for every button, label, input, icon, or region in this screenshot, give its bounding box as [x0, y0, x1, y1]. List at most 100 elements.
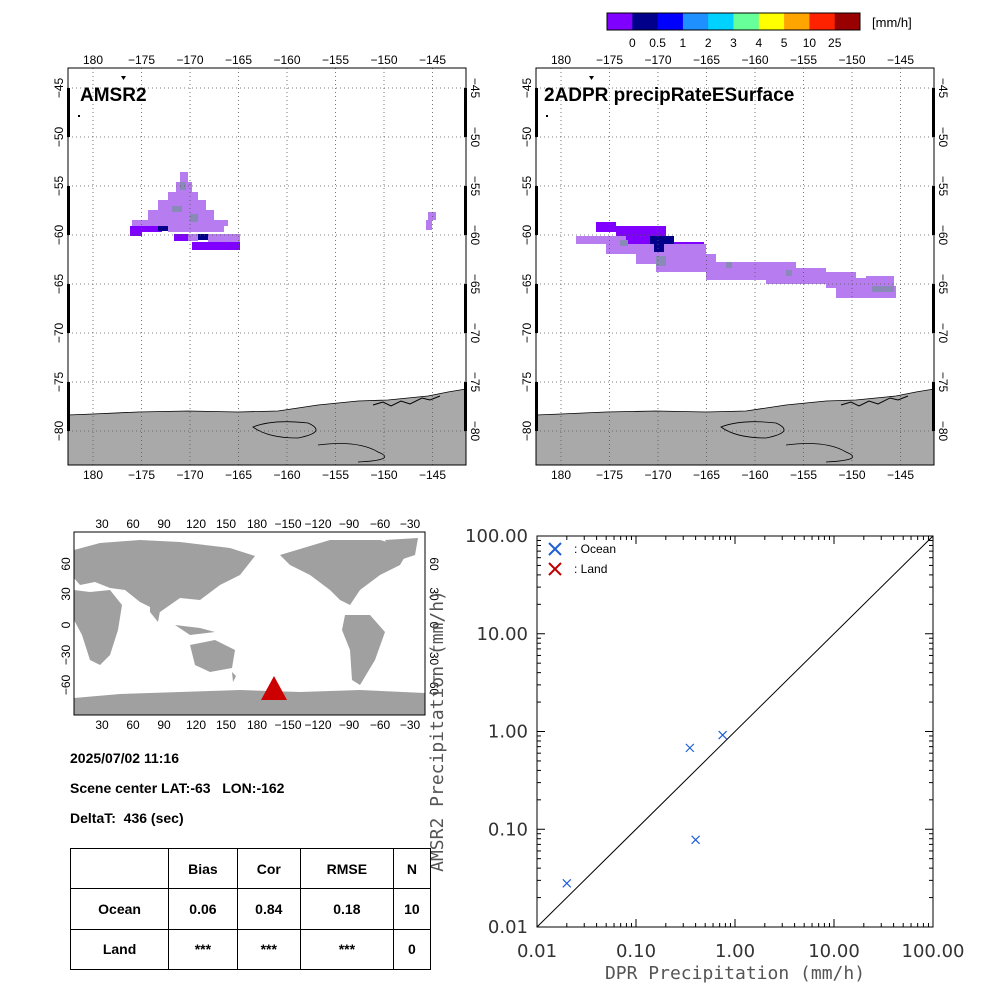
- right-lat-tick-label: −50: [936, 127, 950, 148]
- frame-tick-bar: [67, 284, 70, 333]
- scatter-x-axis-label: DPR Precipitation (mm/h): [605, 963, 865, 984]
- bottom-lon-tick-label: −145: [887, 468, 914, 482]
- table-cell: 0: [392, 928, 432, 971]
- right-lat-tick-label: −75: [936, 372, 950, 393]
- world-top-tick-label: 30: [95, 517, 109, 531]
- right-lat-tick-label: −65: [936, 274, 950, 295]
- precip-cell: [190, 214, 198, 222]
- antarctica-land: [536, 388, 934, 465]
- frame-tick-bar: [67, 88, 70, 137]
- colorbar-tick-label: 1: [680, 36, 687, 50]
- bottom-lon-tick-label: −175: [596, 468, 623, 482]
- precip-cell: [168, 226, 208, 232]
- left-lat-tick-label: −75: [520, 371, 534, 392]
- precip-cell: [192, 242, 240, 250]
- amsr2-map-panel: AMSR2 180 −175 −170 −165 −160 −155 −150 −145 180…: [52, 53, 482, 482]
- x-tick-label: 10.00: [808, 941, 860, 962]
- world-right-lat-label: 30: [427, 587, 441, 601]
- world-right-lat-label: 0: [427, 622, 441, 629]
- precip-cell: [172, 206, 182, 212]
- bottom-lon-tick-label: −165: [693, 468, 720, 482]
- scatter-y-axis-label: AMSR2 Precipitation (mm/h): [427, 590, 448, 872]
- scatter-point-ocean: [562, 878, 572, 888]
- right-lat-tick-label: −65: [468, 274, 482, 295]
- precip-cell: [726, 262, 732, 268]
- precip-cell: [158, 226, 168, 231]
- colorbar-swatch: [682, 13, 709, 30]
- precip-cell: [576, 236, 626, 244]
- left-lat-tick-label: −55: [52, 175, 66, 196]
- right-lat-tick-label: −55: [468, 176, 482, 197]
- table-header-cell: [69, 847, 170, 890]
- world-bottom-tick-label: 120: [186, 718, 206, 732]
- top-lon-tick-label: −175: [128, 53, 155, 67]
- colorbar-swatch: [708, 13, 734, 30]
- colorbar-swatch: [733, 13, 760, 30]
- frame-tick-bar: [535, 88, 538, 137]
- bottom-lon-tick-label: −165: [225, 468, 252, 482]
- top-lon-tick-label: 180: [83, 53, 103, 67]
- right-lat-tick-label: −60: [936, 225, 950, 246]
- right-lat-tick-label: −55: [936, 176, 950, 197]
- world-bottom-tick-label: 30: [95, 718, 109, 732]
- left-lat-tick-label: −50: [520, 126, 534, 147]
- table-row-land: Land *** *** *** 0: [69, 928, 432, 971]
- frame-tick-bar: [932, 382, 935, 431]
- left-lat-tick-label: −80: [52, 420, 66, 441]
- scene-datetime: 2025/07/02 11:16: [70, 750, 179, 766]
- top-lon-tick-label: −160: [273, 53, 300, 67]
- left-lat-tick-label: −60: [52, 224, 66, 245]
- scene-center: Scene center LAT:-63 LON:-162: [70, 780, 285, 796]
- top-lon-tick-label: −150: [370, 53, 397, 67]
- frame-tick-bar: [535, 284, 538, 333]
- left-lat-tick-label: −65: [52, 273, 66, 294]
- precip-cell: [132, 220, 228, 226]
- world-bottom-tick-label: 60: [126, 718, 140, 732]
- precip-cell: [180, 172, 188, 182]
- world-landmass: [385, 538, 418, 560]
- bottom-lon-tick-label: −145: [419, 468, 446, 482]
- right-lat-tick-label: −70: [468, 323, 482, 344]
- y-tick-label: 1.00: [488, 722, 528, 743]
- frame-tick-bar: [464, 284, 467, 333]
- bottom-lon-tick-label: −150: [370, 468, 397, 482]
- left-lat-tick-label: −65: [520, 273, 534, 294]
- world-right-lat-label: −30: [427, 645, 441, 666]
- legend-marker-icon: [548, 562, 562, 576]
- world-top-tick-label: 90: [157, 517, 171, 531]
- legend-label: : Ocean: [574, 542, 616, 556]
- precip-cell: [188, 234, 198, 241]
- frame-tick-bar: [67, 382, 70, 431]
- x-tick-label: 1.00: [715, 941, 755, 962]
- table-cell: 0.18: [299, 888, 394, 930]
- world-top-tick-label: 180: [247, 517, 267, 531]
- precip-cell: [148, 210, 214, 220]
- x-tick-label: 100.00: [902, 941, 965, 962]
- colorbar-unit-label: [mm/h]: [872, 15, 912, 30]
- world-landmass: [74, 590, 122, 665]
- table-row-ocean: Ocean 0.06 0.84 0.18 10: [69, 888, 432, 930]
- precip-cell: [654, 244, 664, 252]
- world-top-tick-label: 120: [186, 517, 206, 531]
- frame-tick-bar: [932, 186, 935, 235]
- scatter-point-ocean: [718, 730, 728, 740]
- one-to-one-line: [536, 535, 934, 928]
- table-header-cor: Cor: [236, 847, 301, 890]
- y-tick-label: 10.00: [476, 624, 528, 645]
- world-left-lat-label: −60: [59, 674, 73, 695]
- ice-shelf-outline: [252, 421, 317, 439]
- x-tick-label: 0.01: [517, 941, 557, 962]
- frame-tick-bar: [535, 382, 538, 431]
- world-landmass: [232, 672, 236, 682]
- colorbar-tick-label: 4: [755, 36, 762, 50]
- precip-cell: [174, 234, 188, 241]
- left-lat-tick-label: −75: [52, 371, 66, 392]
- colorbar-swatch: [784, 13, 810, 30]
- table-cell: 0.06: [168, 888, 238, 930]
- top-lon-tick-label: −170: [644, 53, 671, 67]
- left-lat-tick-label: −55: [520, 175, 534, 196]
- precip-cell: [826, 278, 886, 288]
- world-bottom-tick-label: −90: [339, 718, 360, 732]
- precip-cell: [168, 192, 198, 200]
